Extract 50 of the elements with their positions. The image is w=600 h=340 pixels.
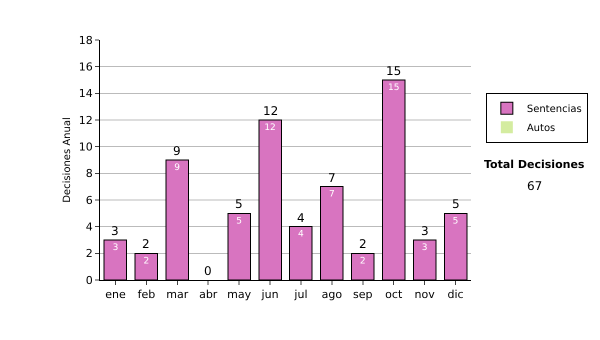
total-label: 2 <box>359 237 367 251</box>
total-label: 15 <box>386 64 402 78</box>
total-label: 2 <box>142 237 150 251</box>
total-label: 5 <box>452 197 460 211</box>
text: Total Decisiones <box>484 158 585 171</box>
x-tick-label: dic <box>447 288 464 302</box>
data-label: 12 <box>264 123 276 133</box>
y-tick-label: 10 <box>78 140 93 154</box>
x-tick-label: mar <box>166 288 189 302</box>
data-label: 3 <box>112 243 118 253</box>
total-label: 5 <box>235 197 243 211</box>
y-tick-label: 0 <box>86 274 93 287</box>
data-label: 5 <box>452 216 458 226</box>
total-label: 3 <box>421 224 429 238</box>
total-label: 3 <box>111 224 119 238</box>
data-label: 9 <box>174 163 180 173</box>
y-tick-label: 14 <box>78 87 93 100</box>
legend-label: Sentencias <box>526 104 582 116</box>
y-tick-label: 2 <box>86 247 93 260</box>
text: 67 <box>527 179 542 193</box>
total-label: 4 <box>297 211 305 225</box>
y-tick-label: 8 <box>86 167 93 180</box>
data-label: 15 <box>388 83 400 93</box>
x-tick-label: jul <box>293 288 308 302</box>
x-tick-label: feb <box>138 288 156 302</box>
data-label: 3 <box>422 243 428 253</box>
legend-label: Autos <box>526 123 556 134</box>
x-tick-label: abr <box>199 288 218 302</box>
total-label: 0 <box>204 264 212 278</box>
x-tick-label: nov <box>414 288 436 302</box>
y-tick-label: 18 <box>78 34 93 47</box>
total-label: 7 <box>328 171 336 185</box>
x-tick-label: ago <box>322 288 342 302</box>
y-axis-title: Decisiones Anual <box>62 117 73 203</box>
y-tick-label: 16 <box>78 60 93 74</box>
y-tick-label: 4 <box>86 220 93 234</box>
data-label: 5 <box>236 216 242 226</box>
x-tick-label: oct <box>385 288 403 302</box>
total-label: 12 <box>263 104 278 118</box>
data-label: 7 <box>329 190 335 200</box>
data-label: 4 <box>298 230 304 240</box>
total-label: 9 <box>173 144 181 158</box>
x-tick-label: sep <box>353 288 373 302</box>
y-tick-label: 6 <box>86 194 93 207</box>
y-tick-label: 12 <box>78 114 93 127</box>
x-tick-label: may <box>227 288 252 302</box>
data-label: 2 <box>144 256 150 266</box>
x-tick-label: ene <box>105 288 126 302</box>
x-tick-label: jun <box>260 288 279 302</box>
data-label: 2 <box>360 256 366 266</box>
